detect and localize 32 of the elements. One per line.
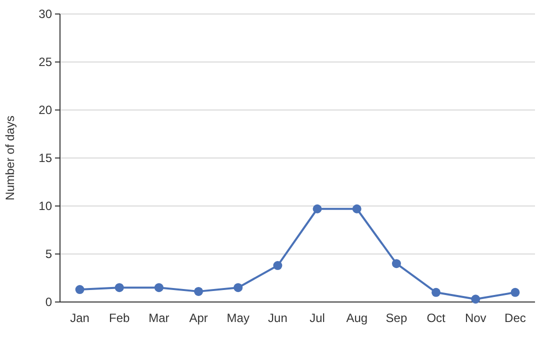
x-tick-label: Dec: [504, 311, 526, 325]
y-tick-label: 10: [38, 199, 52, 214]
point: [234, 283, 243, 292]
y-tick-label: 20: [38, 103, 52, 118]
y-tick-label: 25: [38, 55, 52, 70]
x-tick-label: Jan: [70, 311, 90, 325]
point: [471, 294, 480, 304]
point: [194, 286, 204, 296]
point: [154, 283, 164, 292]
x-tick-label: Feb: [109, 311, 130, 325]
point: [392, 259, 401, 268]
y-tick-label: 15: [38, 151, 52, 166]
y-tick-label: 30: [38, 7, 52, 22]
point: [312, 204, 322, 214]
point: [510, 288, 520, 297]
point: [352, 204, 362, 214]
x-tick-label: Jun: [268, 311, 288, 325]
x-tick-label: Oct: [426, 311, 446, 325]
x-tick-label: Apr: [189, 311, 208, 325]
point: [75, 285, 84, 294]
y-axis-title: Number of days: [3, 116, 17, 200]
x-tick-label: Aug: [346, 311, 368, 325]
x-tick-label: Sep: [386, 311, 408, 325]
x-tick-label: Mar: [148, 311, 170, 325]
x-tick-label: Nov: [464, 311, 486, 325]
point: [432, 288, 441, 297]
x-tick-label: Jul: [310, 311, 325, 325]
x-tick-label: May: [226, 311, 250, 325]
y-tick-label: 5: [45, 247, 52, 262]
point: [273, 261, 282, 270]
point: [114, 283, 124, 292]
y-tick-label: 0: [45, 295, 52, 310]
